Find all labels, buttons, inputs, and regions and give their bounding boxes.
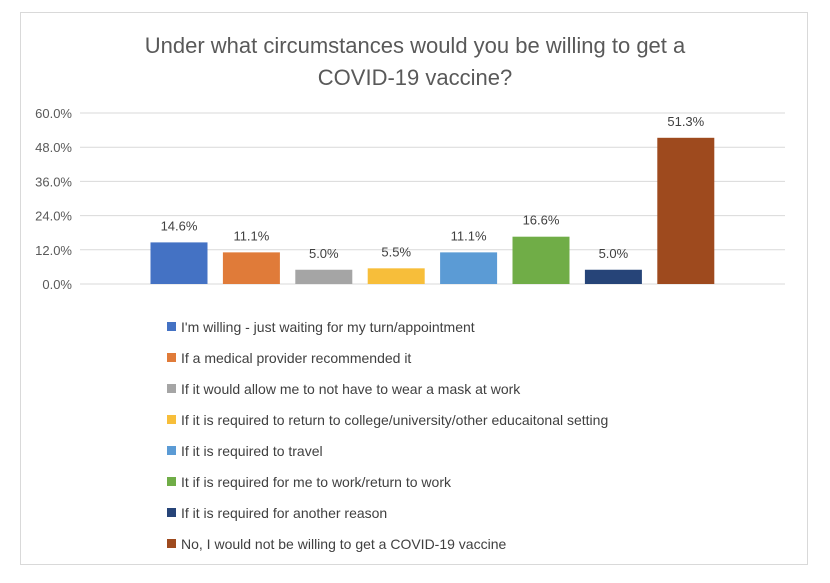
data-label: 11.1% — [451, 228, 487, 243]
legend-item: I'm willing - just waiting for my turn/a… — [167, 311, 608, 342]
legend-label: It if is required for me to work/return … — [181, 473, 451, 490]
y-tick-label: 60.0% — [35, 106, 72, 121]
legend-label: If it is required to travel — [181, 442, 323, 459]
legend-label: If it is required for another reason — [181, 504, 388, 521]
legend-swatch — [167, 384, 176, 393]
data-label: 14.6% — [161, 218, 198, 233]
legend-item: It if is required for me to work/return … — [167, 466, 608, 497]
legend-swatch — [167, 415, 176, 424]
bar — [584, 269, 642, 284]
bar — [295, 269, 353, 284]
data-label: 16.6% — [523, 213, 560, 228]
legend-item: If it would allow me to not have to wear… — [167, 373, 608, 404]
legend-swatch — [167, 477, 176, 486]
data-label: 5.0% — [309, 246, 339, 261]
data-label: 5.0% — [599, 246, 629, 261]
bar — [512, 236, 570, 284]
y-tick-label: 36.0% — [35, 174, 72, 189]
legend-label: No, I would not be willing to get a COVI… — [181, 535, 507, 552]
data-label: 11.1% — [233, 228, 269, 243]
legend-swatch — [167, 353, 176, 362]
legend-item: If it is required to travel — [167, 435, 608, 466]
legend-swatch — [167, 446, 176, 455]
legend-item: If it is required for another reason — [167, 497, 608, 528]
data-label: 5.5% — [381, 244, 411, 259]
legend: I'm willing - just waiting for my turn/a… — [167, 311, 608, 559]
bar — [657, 137, 715, 284]
legend-label: If it would allow me to not have to wear… — [181, 380, 521, 397]
y-tick-label: 0.0% — [42, 277, 72, 292]
bar — [367, 268, 425, 284]
y-tick-label: 12.0% — [35, 243, 72, 258]
chart-title-line-1: Under what circumstances would you be wi… — [145, 33, 686, 58]
legend-label: I'm willing - just waiting for my turn/a… — [181, 318, 475, 335]
legend-item: If a medical provider recommended it — [167, 342, 608, 373]
legend-swatch — [167, 322, 176, 331]
chart-title-line-2: COVID-19 vaccine? — [318, 65, 512, 90]
legend-swatch — [167, 508, 176, 517]
y-tick-label: 48.0% — [35, 140, 72, 155]
legend-label: If it is required to return to college/u… — [181, 411, 609, 428]
bar — [150, 242, 208, 284]
legend-item: No, I would not be willing to get a COVI… — [167, 528, 608, 559]
bar — [440, 252, 498, 284]
legend-label: If a medical provider recommended it — [181, 349, 412, 366]
bar — [222, 252, 280, 284]
chart-frame — [20, 12, 808, 565]
data-label: 51.3% — [667, 114, 704, 129]
legend-swatch — [167, 539, 176, 548]
legend-item: If it is required to return to college/u… — [167, 404, 608, 435]
y-tick-label: 24.0% — [35, 209, 72, 224]
